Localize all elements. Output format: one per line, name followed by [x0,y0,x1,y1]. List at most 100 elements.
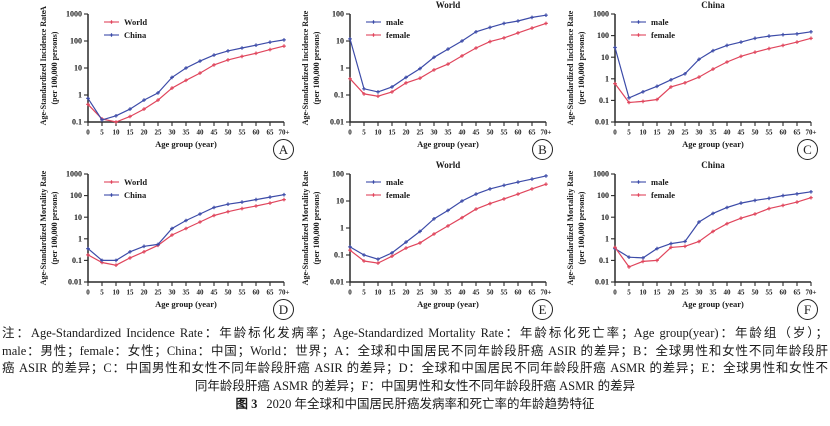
svg-text:50: 50 [487,129,495,137]
svg-text:Age-Standardized Mortality Rat: Age-Standardized Mortality Rate [39,170,48,285]
svg-text:15: 15 [127,129,135,137]
svg-text:20: 20 [141,129,149,137]
svg-text:10: 10 [640,289,648,297]
svg-text:70+: 70+ [541,289,552,297]
svg-text:male: male [386,17,404,27]
svg-text:100: 100 [70,37,82,46]
svg-text:0: 0 [348,289,352,297]
svg-text:Age group (year): Age group (year) [155,299,217,309]
svg-text:1000: 1000 [66,170,82,179]
svg-text:45: 45 [211,289,219,297]
svg-text:Age-Standardized Mortality Rat: Age-Standardized Mortality Rate [566,170,575,285]
svg-text:5: 5 [362,289,366,297]
svg-text:50: 50 [225,129,233,137]
svg-text:0.1: 0.1 [334,91,344,100]
svg-text:1000: 1000 [593,10,609,19]
svg-text:10: 10 [113,129,121,137]
svg-text:20: 20 [403,129,411,137]
svg-text:25: 25 [155,289,163,297]
svg-text:male: male [386,177,404,187]
svg-text:1000: 1000 [66,10,82,19]
svg-text:40: 40 [197,129,205,137]
svg-text:25: 25 [417,289,425,297]
svg-text:5: 5 [362,129,366,137]
figure-title-text: 2020 年全球和中国居民肝癌发病率和死亡率的年龄趋势特征 [266,397,595,412]
svg-text:10: 10 [640,129,648,137]
svg-text:0: 0 [86,289,90,297]
svg-text:65: 65 [794,129,802,137]
panel-letter-e: E [532,299,553,320]
svg-text:0.01: 0.01 [330,278,344,287]
svg-text:65: 65 [267,129,275,137]
svg-text:female: female [651,190,675,200]
svg-text:35: 35 [183,129,191,137]
svg-text:1: 1 [78,234,82,243]
caption-note-line-4: 同年龄段肝癌 ASMR 的差异；F：中国男性和女性不同年龄段肝癌 ASMR 的差… [194,378,636,393]
svg-text:0.1: 0.1 [72,256,82,265]
svg-text:10: 10 [375,289,383,297]
svg-text:55: 55 [239,289,247,297]
svg-text:45: 45 [738,129,746,137]
svg-text:0: 0 [613,129,617,137]
svg-text:50: 50 [752,129,760,137]
svg-text:70+: 70+ [806,289,817,297]
panel-a: 1000 100 10 1 0.1 0 5 10 15 20 25 30 35 40 45 50 55 60 65 7… [0,0,300,160]
svg-text:5: 5 [627,129,631,137]
panel-f: 1000 100 10 1 0.1 0.01 0 5 10 15 20 25 30 35 40 45 50 55 6… [565,160,830,320]
svg-text:10: 10 [336,37,344,46]
svg-text:65: 65 [529,129,537,137]
svg-text:60: 60 [253,289,261,297]
svg-text:45: 45 [211,129,219,137]
caption-note-line-1: 注：Age-Standardized Incidence Rate：年龄标化发病… [2,326,828,340]
svg-text:55: 55 [766,289,774,297]
svg-text:25: 25 [682,129,690,137]
svg-text:Age-Standardized Incidence Rat: Age-Standardized Incidence Rate [566,10,575,125]
svg-text:35: 35 [710,129,718,137]
svg-text:70+: 70+ [541,129,552,137]
svg-text:50: 50 [487,289,495,297]
panel-letter-a: A [273,139,294,160]
svg-text:30: 30 [696,289,704,297]
svg-text:Age group (year): Age group (year) [682,299,744,309]
chart-d-mortality-world-china: 1000 100 10 1 0.1 0.01 0 5 10 15 20 25 30 35 40 45 50 55 6… [39,170,290,309]
svg-text:100: 100 [597,31,609,40]
svg-text:45: 45 [738,289,746,297]
svg-text:40: 40 [724,289,732,297]
svg-text:15: 15 [127,289,135,297]
svg-text:55: 55 [766,129,774,137]
svg-text:60: 60 [515,289,523,297]
svg-text:45: 45 [473,129,481,137]
svg-text:0.01: 0.01 [330,118,344,127]
svg-text:40: 40 [197,289,205,297]
chart-e-mortality-world-sex: 100 10 1 0.1 0.01 0 5 10 15 20 25 30 35 40 45 50 55 60 65 7… [301,160,552,309]
panel-letter-d: D [273,299,294,320]
svg-text:female: female [651,30,675,40]
svg-text:55: 55 [501,289,509,297]
svg-text:50: 50 [752,289,760,297]
svg-text:55: 55 [239,129,247,137]
svg-text:15: 15 [654,289,662,297]
svg-text:0.1: 0.1 [599,256,609,265]
svg-text:15: 15 [389,289,397,297]
panel-letter-f: F [797,299,818,320]
svg-text:10: 10 [74,213,82,222]
svg-text:World: World [124,177,147,187]
svg-text:60: 60 [780,129,788,137]
svg-text:0: 0 [348,129,352,137]
svg-text:(per 100,000 persons): (per 100,000 persons) [577,191,586,264]
svg-text:5: 5 [627,289,631,297]
svg-text:World: World [124,17,147,27]
svg-text:10: 10 [74,64,82,73]
svg-text:60: 60 [253,129,261,137]
svg-text:10: 10 [601,213,609,222]
svg-text:China: China [124,190,147,200]
svg-text:65: 65 [794,289,802,297]
svg-text:100: 100 [597,191,609,200]
svg-text:20: 20 [668,129,676,137]
charts-grid: 1000 100 10 1 0.1 0 5 10 15 20 25 30 35 40 45 50 55 60 65 7… [0,0,830,320]
chart-a-incidence-world-china: 1000 100 10 1 0.1 0 5 10 15 20 25 30 35 40 45 50 55 60 65 7… [39,6,290,149]
svg-text:China: China [701,0,725,10]
svg-text:10: 10 [113,289,121,297]
svg-text:0.01: 0.01 [595,278,609,287]
figure-number: 图 3 [235,397,258,412]
